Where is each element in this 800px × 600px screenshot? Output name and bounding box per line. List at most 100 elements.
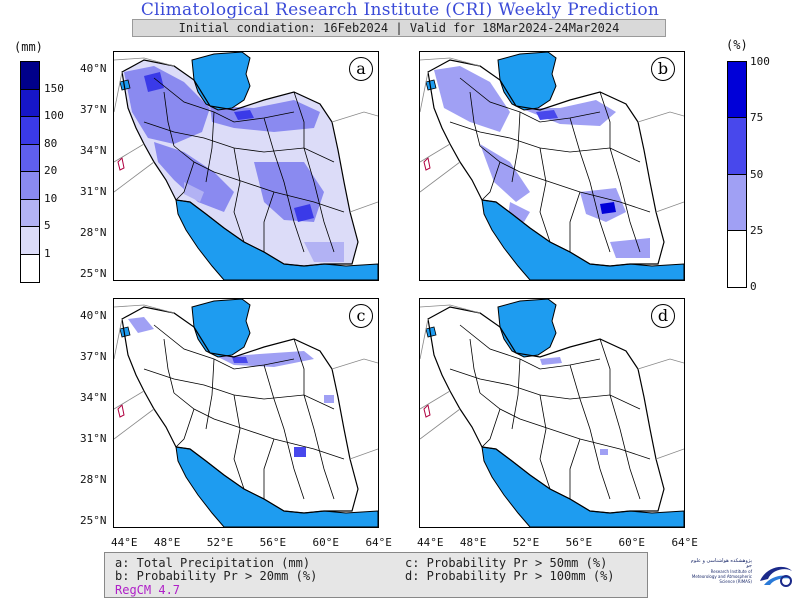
precip-contour — [234, 110, 254, 120]
lat-label: 31°N — [80, 185, 107, 198]
lake-urmia — [425, 326, 437, 338]
colorbar-segment — [21, 62, 39, 90]
country-border — [114, 408, 155, 440]
province-border — [481, 161, 501, 201]
province-border — [303, 394, 335, 500]
colorbar-segment — [21, 89, 39, 117]
lat-label: 40°N — [80, 309, 107, 322]
colorbar-segment — [21, 117, 39, 145]
province-border — [599, 91, 611, 148]
colorbar-segment — [728, 230, 746, 287]
province-border — [163, 338, 175, 394]
logo-text-fa: پژوهشکده هواشناسی و علوم جو — [690, 558, 752, 569]
country-border — [114, 161, 155, 193]
country-border — [420, 408, 461, 440]
precip-contour — [520, 100, 616, 126]
province-border — [263, 191, 275, 252]
country-border — [349, 448, 378, 460]
colorbar-segment — [728, 118, 746, 175]
province-border — [469, 338, 481, 394]
province-border — [175, 408, 195, 448]
legend-item-c: c: Probability Pr > 50mm (%) — [405, 556, 608, 570]
precip-contour — [304, 242, 344, 262]
logo-caption: پژوهشکده هواشناسی و علوم جو Research Ins… — [690, 558, 752, 585]
lake-urmia — [119, 326, 131, 338]
country-border — [655, 448, 684, 460]
colorbar-segment — [21, 199, 39, 227]
precip-contour — [294, 447, 306, 457]
legend-box: a: Total Precipitation (mm) c: Probabili… — [104, 552, 648, 598]
probability-colorbar — [727, 61, 747, 288]
country-border — [420, 57, 481, 67]
precip-contour — [324, 395, 334, 403]
lon-label: 60°E — [312, 536, 340, 549]
precipitation-colorbar — [20, 61, 40, 283]
country-border — [114, 57, 175, 67]
colorbar-segment — [728, 174, 746, 231]
precip-contour — [210, 100, 320, 132]
country-border — [331, 111, 378, 123]
colorbar-label: 50 — [750, 167, 764, 181]
lon-label: 52°E — [206, 536, 234, 549]
lon-label: 44°E — [111, 536, 138, 549]
province-border — [153, 324, 295, 370]
lake-urmia — [119, 79, 131, 91]
lat-label: 34°N — [80, 144, 107, 157]
province-border — [609, 147, 641, 253]
logo-text-en: Research Institute of Meteorology and At… — [691, 569, 752, 584]
country-border — [420, 318, 429, 360]
lon-label: 44°E — [417, 536, 444, 549]
colorbar-label: 75 — [750, 111, 764, 125]
province-border — [233, 394, 245, 490]
legend-item-a: a: Total Precipitation (mm) — [115, 556, 311, 570]
map-panel-a: a — [113, 51, 379, 281]
logo-swirl-icon — [760, 566, 792, 587]
lat-label: 25°N — [80, 514, 107, 527]
country-border — [655, 201, 684, 213]
lat-label: 37°N — [80, 103, 107, 116]
colorbar-label: 100 — [44, 109, 64, 122]
colorbar-segment — [21, 144, 39, 172]
country-border — [114, 390, 145, 410]
country-border — [114, 143, 145, 163]
lon-label: 64°E — [671, 536, 698, 549]
colorbar-segment — [728, 62, 746, 119]
precip-contour — [480, 144, 530, 202]
page-title: Climatological Research Institute (CRI) … — [140, 0, 660, 20]
province-border — [293, 91, 305, 148]
province-border — [163, 91, 175, 147]
precip-contour — [540, 357, 562, 365]
precip-contour — [124, 66, 210, 144]
colorbar-label: 0 — [750, 280, 757, 293]
map-panel-d: d — [419, 298, 685, 528]
province-border — [263, 438, 275, 499]
province-border — [569, 438, 581, 499]
precip-contour — [536, 110, 558, 120]
land-background — [114, 299, 378, 527]
panel-label-b: b — [651, 57, 675, 81]
caspian-sea — [497, 52, 557, 111]
map-a-canvas — [114, 52, 378, 280]
province-border — [511, 111, 521, 183]
caspian-sea — [191, 52, 251, 111]
colorbar-label: 1 — [44, 246, 51, 260]
province-border — [511, 358, 521, 430]
precip-contour — [434, 66, 510, 132]
caspian-sea — [191, 299, 251, 358]
lake-urmia — [425, 79, 437, 91]
caspian-sea — [497, 299, 557, 358]
country-border — [637, 111, 684, 123]
colorbar-label: 10 — [44, 191, 58, 205]
colorbar-label: 5 — [44, 219, 51, 232]
iran-outline — [121, 59, 359, 267]
province-border — [469, 91, 481, 147]
province-border — [569, 117, 611, 253]
colorbar-label: 150 — [44, 81, 64, 95]
red-sea-edge — [117, 403, 125, 418]
precip-contour — [600, 202, 616, 214]
precip-contour — [232, 357, 248, 363]
precip-contour — [128, 317, 154, 333]
colorbar-segment — [21, 172, 39, 200]
model-version: RegCM 4.7 — [115, 583, 181, 597]
iran-outline — [121, 306, 359, 514]
